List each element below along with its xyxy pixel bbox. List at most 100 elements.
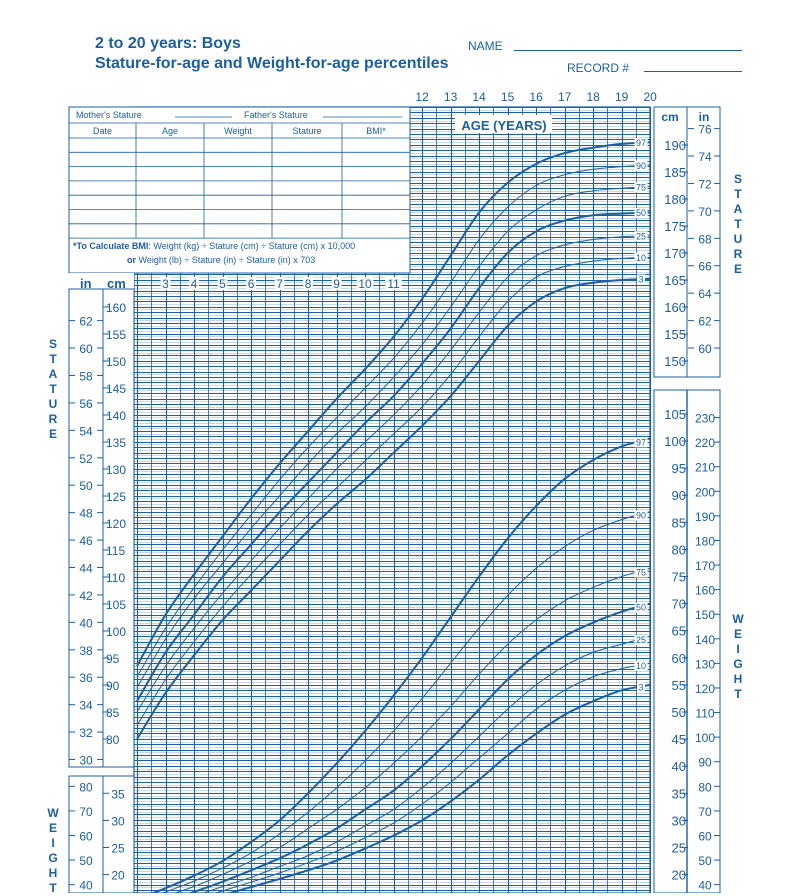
right-weight-kg-tick-60: 60 — [672, 651, 686, 666]
right-weight-kg-tick-70: 70 — [672, 597, 686, 612]
weight-kg-tick-25-bg — [109, 841, 127, 855]
right-weight-kg-tick-65-bg — [668, 623, 686, 638]
right-weight-kg-tick-80-bg — [668, 542, 686, 557]
weight-percentile-25-line — [202, 635, 651, 893]
table-header-stature: Stature — [292, 126, 321, 136]
stature-in-tick-32: 32 — [79, 726, 93, 740]
right-weight-lb-tick-80-bg — [696, 780, 714, 794]
stature-in-tick-50: 50 — [79, 479, 93, 493]
age-tick-9: 9 — [333, 277, 340, 291]
stature-in-tick-58-bg — [77, 369, 95, 383]
right-weight-lb-tick-140-bg — [693, 632, 717, 646]
table-header-age: Age — [162, 126, 178, 136]
stature-cm-tick-130: 130 — [106, 463, 126, 477]
stature-in-tick-34-bg — [77, 698, 95, 712]
right-weight-lb-tick-150-bg — [693, 608, 717, 622]
stature-percentile-97-line — [136, 141, 651, 667]
age-tick-4: 4 — [191, 277, 198, 291]
weight-percentile-25-label-bg — [634, 635, 648, 646]
weight-percentile-90-label: 90 — [636, 511, 646, 521]
stature-percentile-97-label: 97 — [636, 138, 646, 148]
right-weight-lb-tick-120-bg — [693, 681, 717, 695]
right-stature-cm-tick-180-bg — [661, 192, 686, 206]
weight-lb-tick-50: 50 — [79, 854, 93, 868]
stature-percentile-75-label-bg — [634, 182, 648, 193]
right-weight-lb-tick-120: 120 — [695, 682, 715, 696]
right-stature-cm-tick-165-bg — [661, 273, 686, 287]
stature-in-tick-54-bg — [77, 424, 95, 438]
weight-kg-tick-20-bg — [109, 868, 127, 882]
stature-cm-tick-145-bg — [105, 382, 129, 395]
right-stature-cm-tick-175: 175 — [664, 219, 686, 234]
weight-kg-tick-35-bg — [109, 787, 127, 801]
right-stature-cm-tick-180: 180 — [664, 192, 686, 207]
name-field[interactable] — [514, 50, 742, 51]
stature-in-tick-52: 52 — [79, 452, 93, 466]
right-stature-in-tick-74: 74 — [698, 150, 712, 164]
right-stature-in-tick-70-bg — [696, 204, 714, 218]
stature-in-tick-38-bg — [77, 643, 95, 657]
right-weight-lb-tick-140: 140 — [695, 633, 715, 647]
right-weight-kg-tick-60-bg — [668, 650, 686, 665]
stature-in-tick-56: 56 — [79, 397, 93, 411]
right-stature-in-tick-60-bg — [696, 342, 714, 356]
age-tick-13: 13 — [444, 90, 458, 104]
stature-cm-tick-115-bg — [105, 544, 129, 557]
right-stature-cm-tick-175-bg — [661, 219, 686, 233]
stature-cm-tick-150-bg — [105, 355, 129, 368]
right-weight-lb-tick-130: 130 — [695, 657, 715, 671]
stature-in-tick-60-bg — [77, 342, 95, 356]
right-weight-lb-tick-200-bg — [693, 485, 717, 499]
right-stature-in-tick-76-bg — [696, 122, 714, 136]
stature-cm-tick-90-bg — [105, 679, 122, 692]
stature-percentile-10-label: 10 — [636, 253, 646, 263]
father-stature-label: Father's Stature — [244, 110, 308, 120]
right-weight-kg-tick-100-bg — [661, 434, 686, 448]
age-tick-6: 6 — [248, 277, 255, 291]
right-weight-kg-tick-80: 80 — [672, 542, 686, 557]
right-weight-lb-tick-220: 220 — [695, 436, 715, 450]
right-weight-kg-tick-45-bg — [668, 732, 686, 747]
stature-percentile-10-label-bg — [634, 252, 648, 263]
weight-percentile-75-label-bg — [634, 567, 648, 578]
stature-in-tick-44: 44 — [79, 561, 93, 575]
age-tick-9-bg — [331, 277, 342, 290]
weight-lb-tick-50-bg — [77, 854, 95, 868]
right-weight-lb-tick-160: 160 — [695, 584, 715, 598]
age-tick-8-bg — [303, 277, 313, 290]
right-weight-lb-tick-210-bg — [693, 460, 717, 474]
stature-percentile-90-line — [136, 164, 651, 678]
age-years-label: AGE (YEARS) — [461, 118, 546, 133]
right-stature-in-tick-70: 70 — [698, 205, 712, 219]
weight-percentile-97-line — [150, 437, 651, 893]
right-stature-in-tick-76: 76 — [698, 123, 712, 137]
stature-in-tick-30: 30 — [79, 754, 93, 768]
right-stature-in-tick-72: 72 — [698, 177, 712, 191]
stature-in-tick-30-bg — [77, 753, 95, 767]
weight-lb-tick-70-bg — [77, 804, 95, 818]
age-tick-5: 5 — [219, 277, 226, 291]
in-unit-label: in — [80, 276, 92, 291]
weight-kg-tick-30-bg — [109, 814, 127, 828]
stature-cm-tick-80: 80 — [106, 733, 120, 747]
right-stature-cm-tick-170-bg — [661, 246, 686, 260]
right-weight-kg-tick-40: 40 — [672, 759, 686, 774]
right-weight-kg-tick-20: 20 — [672, 868, 686, 883]
stature-in-tick-48-bg — [77, 506, 95, 520]
right-weight-kg-tick-95: 95 — [672, 461, 686, 476]
table-header-bmi: BMI* — [366, 126, 386, 136]
record-field[interactable] — [644, 71, 742, 72]
stature-in-tick-62: 62 — [79, 315, 93, 329]
age-tick-15: 15 — [501, 90, 515, 104]
weight-percentile-90-label-bg — [634, 510, 648, 521]
right-stature-in-tick-66: 66 — [698, 260, 712, 274]
right-weight-kg-tick-65: 65 — [672, 624, 686, 639]
weight-percentile-75-line — [173, 567, 651, 893]
stature-percentile-50-label-bg — [634, 208, 648, 219]
stature-percentile-10-line — [136, 256, 651, 726]
stature-cm-tick-130-bg — [105, 463, 129, 476]
right-weight-lb-tick-60: 60 — [698, 829, 712, 843]
right-weight-lb-tick-190-bg — [693, 509, 717, 523]
